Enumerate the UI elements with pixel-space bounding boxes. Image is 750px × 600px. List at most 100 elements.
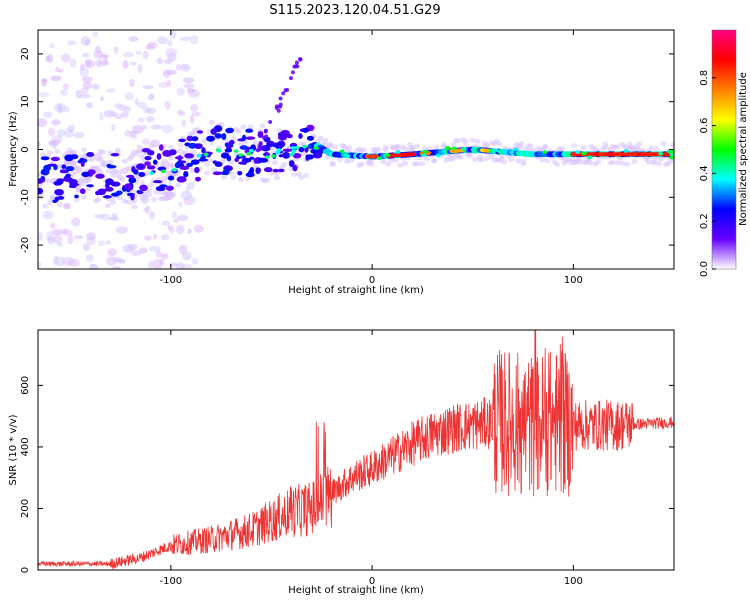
spectrogram-blob xyxy=(113,45,119,55)
spectrogram-blob xyxy=(179,36,192,42)
spectrogram-blob xyxy=(336,156,343,162)
spectrogram-blob xyxy=(137,64,143,73)
spectrogram-blob xyxy=(86,151,95,158)
spectrogram-blob xyxy=(105,88,116,93)
spectrogram-blob xyxy=(228,170,235,176)
spectrogram-blob xyxy=(92,31,99,37)
spectrogram-blob xyxy=(38,262,42,268)
spectrogram-blob xyxy=(80,161,85,168)
spectrogram-blob xyxy=(94,214,105,219)
spectrogram-blob xyxy=(131,125,144,134)
spectrogram-blob xyxy=(117,195,124,201)
spectrogram-blob xyxy=(146,41,158,48)
spectrogram-blob xyxy=(385,161,392,167)
spectrogram-x-axis-label: Height of straight line (km) xyxy=(288,285,424,296)
spectrogram-blob xyxy=(158,190,165,196)
spectrogram-blob xyxy=(229,139,235,145)
spectrogram-x-tick-label: 0 xyxy=(369,275,375,286)
colorbar: 0.0 0.2 0.4 0.6 0.8 Normalized spectral ampl… xyxy=(699,29,749,277)
spectrogram-blob xyxy=(78,179,85,185)
spectrogram-blob xyxy=(58,68,64,73)
spectrogram-blob xyxy=(54,148,61,154)
spectrogram-blob xyxy=(290,70,295,75)
spectrogram-blob xyxy=(57,104,63,114)
spectrogram-blob xyxy=(149,171,155,176)
spectrogram-x-tick-label: 100 xyxy=(564,275,583,286)
snr-x-tick-label: -100 xyxy=(159,576,182,587)
spectrogram-blob xyxy=(110,152,120,157)
spectrogram-blob xyxy=(63,203,70,209)
spectrogram-blob xyxy=(121,158,128,164)
spectrogram-blob xyxy=(57,195,65,200)
spectrogram-blob xyxy=(271,154,277,158)
spectrogram-blob xyxy=(609,159,616,165)
spectrogram-blob xyxy=(128,177,137,184)
spectrogram-blob xyxy=(107,248,117,257)
spectrogram-blob xyxy=(275,145,283,150)
spectrogram-blob xyxy=(105,178,114,186)
spectrogram-blob xyxy=(224,148,233,153)
spectrogram-blob xyxy=(327,143,334,149)
spectrogram-blob xyxy=(277,168,285,173)
spectrogram-blob xyxy=(221,171,226,175)
spectrogram-blob xyxy=(184,142,191,147)
spectrogram-blob xyxy=(263,167,273,173)
spectrogram-blob xyxy=(666,149,672,154)
spectrogram-blob xyxy=(518,141,525,147)
spectrogram-blob xyxy=(158,82,169,88)
spectrogram-blob xyxy=(44,178,51,184)
spectrogram-blob xyxy=(240,124,247,130)
spectrogram-blob xyxy=(122,244,134,253)
spectrogram-blob xyxy=(245,136,256,140)
spectrogram-blob xyxy=(170,191,177,197)
spectrogram-blob xyxy=(173,218,179,223)
spectrogram-blob xyxy=(176,160,187,164)
spectrogram-blob xyxy=(346,145,353,151)
spectrogram-blob xyxy=(392,157,399,163)
spectrogram-blob xyxy=(285,87,290,92)
spectrogram-blob xyxy=(300,151,307,157)
spectrogram-blob xyxy=(339,149,345,154)
spectrogram-blob xyxy=(419,161,426,167)
spectrogram-blob xyxy=(92,166,99,172)
spectrogram-blob xyxy=(50,156,60,162)
spectrogram-blob xyxy=(298,57,303,62)
spectrogram-blob xyxy=(71,217,81,227)
spectrogram-blob xyxy=(262,135,267,140)
spectrogram-blob xyxy=(187,89,200,98)
spectrogram-blob xyxy=(80,194,87,200)
spectrogram-blob xyxy=(282,148,293,153)
spectrogram-blob xyxy=(161,124,174,134)
spectrogram-blob xyxy=(95,59,100,66)
spectrogram-blob xyxy=(508,157,515,163)
spectrogram-blob xyxy=(515,158,522,164)
spectrogram-blob xyxy=(206,157,213,163)
spectrogram-blob xyxy=(148,211,156,219)
snr-x-axis-label: Height of straight line (km) xyxy=(288,585,424,596)
spectrogram-blob xyxy=(259,123,266,129)
spectrogram-blob xyxy=(581,151,587,156)
spectrogram-blob xyxy=(176,214,189,221)
snr-x-tick-label: 0 xyxy=(369,576,375,587)
spectrogram-blob xyxy=(124,92,135,101)
colorbar-tick-label: 0.4 xyxy=(699,165,710,181)
spectrogram-blob xyxy=(241,160,248,165)
spectrogram-blob xyxy=(142,106,151,114)
spectrogram-blob xyxy=(208,120,215,126)
spectrogram-blob xyxy=(146,116,155,123)
spectrogram-blob xyxy=(175,182,182,188)
spectrogram-blob xyxy=(669,152,674,157)
spectrogram-y-tick-label: -20 xyxy=(20,237,31,253)
spectrogram-blob xyxy=(258,157,269,163)
spectrogram-blob xyxy=(102,195,112,199)
spectrogram-blob xyxy=(462,139,469,145)
spectrogram-blob xyxy=(226,155,232,162)
spectrogram-blob xyxy=(348,157,355,163)
snr-marks xyxy=(38,330,674,570)
spectrogram-blob xyxy=(160,169,166,174)
spectrogram-blob xyxy=(129,78,135,87)
spectrogram-blob xyxy=(141,138,150,145)
spectrogram-blob xyxy=(278,104,283,109)
spectrogram-blob xyxy=(148,92,155,99)
snr-y-tick-label: 0 xyxy=(20,567,31,573)
